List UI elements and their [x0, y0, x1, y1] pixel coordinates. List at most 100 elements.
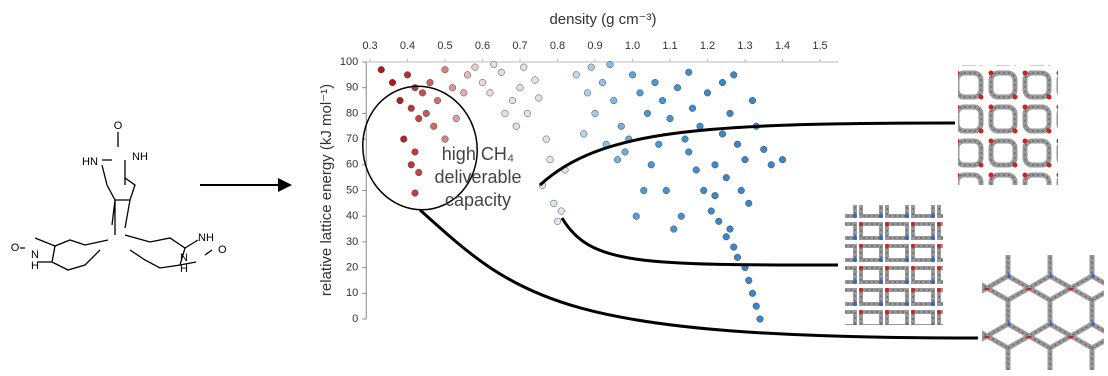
arrow: [200, 178, 292, 192]
crystal-structure: [845, 205, 943, 325]
point: [487, 90, 494, 97]
x-tick-label: 1.4: [775, 40, 790, 52]
point: [723, 174, 730, 181]
y-tick-label: 20: [346, 262, 358, 274]
point: [640, 187, 647, 194]
atom-label: HN: [82, 156, 98, 168]
atom-label: NH: [132, 151, 148, 163]
point: [513, 123, 520, 130]
point: [727, 226, 734, 233]
point: [708, 208, 715, 215]
point: [464, 72, 471, 79]
x-tick-label: 0.9: [587, 40, 602, 52]
point: [498, 69, 505, 76]
point: [412, 190, 419, 197]
point: [629, 72, 636, 79]
point: [712, 162, 719, 169]
y-tick-label: 60: [346, 159, 358, 171]
x-tick-label: 1.0: [625, 40, 640, 52]
point: [502, 110, 509, 117]
atom-label: H: [31, 260, 39, 272]
point: [419, 90, 426, 97]
point: [745, 200, 752, 207]
atom-label: O: [11, 242, 20, 254]
point: [618, 123, 625, 130]
point: [667, 115, 674, 122]
point: [535, 95, 542, 102]
point: [734, 254, 741, 261]
point: [584, 90, 591, 97]
point: [689, 105, 696, 112]
point: [760, 146, 767, 153]
y-tick-label: 80: [346, 107, 358, 119]
point: [719, 79, 726, 86]
y-axis-title: relative lattice energy (kJ mol⁻¹): [318, 84, 335, 296]
point: [622, 149, 629, 156]
point: [715, 218, 722, 225]
point: [652, 79, 659, 86]
point: [723, 233, 730, 240]
point: [430, 123, 437, 130]
connector: [562, 218, 838, 265]
point: [659, 97, 666, 104]
point: [427, 79, 434, 86]
point: [727, 110, 734, 117]
y-tick-label: 0: [352, 313, 358, 325]
point: [757, 316, 764, 323]
point: [520, 64, 527, 71]
point: [547, 156, 554, 163]
point: [408, 162, 415, 169]
x-tick-label: 0.8: [550, 40, 565, 52]
point: [423, 110, 430, 117]
point: [378, 66, 385, 73]
point: [397, 97, 404, 104]
point: [442, 66, 449, 73]
y-tick-label: 100: [340, 56, 358, 68]
x-tick-label: 0.6: [475, 40, 490, 52]
y-tick-label: 40: [346, 210, 358, 222]
point: [749, 290, 756, 297]
point: [490, 61, 497, 68]
point: [400, 136, 407, 143]
point: [580, 131, 587, 138]
point: [460, 90, 467, 97]
x-tick-label: 0.5: [437, 40, 452, 52]
point: [655, 141, 662, 148]
point: [517, 84, 524, 91]
annotation: high CH₄: [442, 144, 514, 164]
annotation: capacity: [445, 190, 511, 210]
point: [670, 226, 677, 233]
point: [442, 136, 449, 143]
point: [550, 200, 557, 207]
point: [644, 110, 651, 117]
atom-label: NH: [198, 232, 214, 244]
crystal-structure: [982, 255, 1104, 370]
point: [693, 167, 700, 174]
point: [592, 110, 599, 117]
point: [779, 156, 786, 163]
point: [404, 72, 411, 79]
point: [599, 79, 606, 86]
point: [453, 115, 460, 122]
point: [415, 169, 422, 176]
point: [697, 123, 704, 130]
point: [734, 141, 741, 148]
point: [633, 213, 640, 220]
x-tick-label: 1.2: [700, 40, 715, 52]
point: [607, 61, 614, 68]
point: [412, 149, 419, 156]
point: [532, 77, 539, 84]
point: [472, 64, 479, 71]
point: [663, 187, 670, 194]
y-tick-label: 10: [346, 287, 358, 299]
point: [554, 218, 561, 225]
point: [509, 97, 516, 104]
point: [704, 90, 711, 97]
point: [685, 69, 692, 76]
point: [742, 156, 749, 163]
point: [588, 64, 595, 71]
point: [749, 97, 756, 104]
x-tick-label: 0.4: [400, 40, 415, 52]
y-tick-label: 90: [346, 82, 358, 94]
point: [614, 156, 621, 163]
